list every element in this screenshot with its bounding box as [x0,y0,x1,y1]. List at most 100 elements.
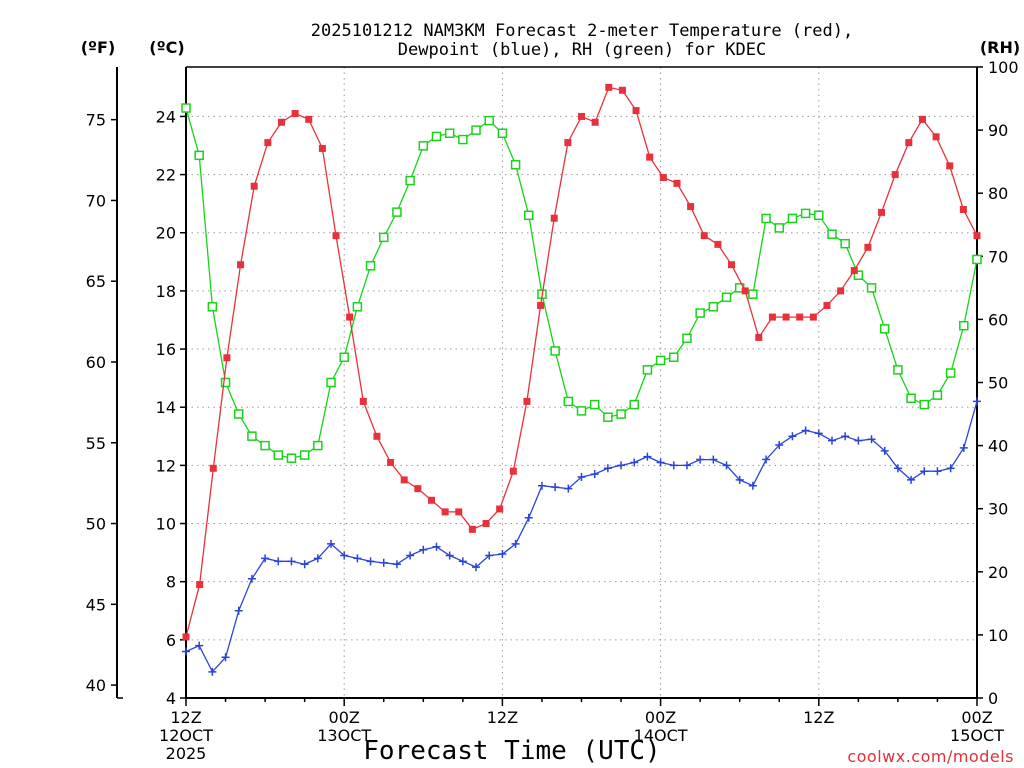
celsius-tick-label: 22 [156,166,176,185]
dewpoint-point [630,458,639,467]
temperature-point [509,467,517,475]
dewpoint-point [762,455,771,464]
dewpoint-point [577,473,586,482]
rh-tick-label: 0 [988,689,998,708]
temperature-point [237,261,245,269]
temperature-point [714,240,722,248]
celsius-tick-label: 6 [166,631,176,650]
dewpoint-point [340,551,349,560]
dewpoint-point [247,574,256,583]
rh-point [339,352,349,363]
celsius-tick-label: 20 [156,224,176,243]
time-tick-label: 00Z [961,708,992,727]
dewpoint-point [696,455,705,464]
temperature-point [809,313,817,321]
rh-point [471,125,481,135]
temperature-point [182,633,190,641]
dewpoint-point [814,429,823,438]
dewpoint-point [366,557,375,566]
dewpoint-point [827,436,836,445]
rh-point [576,406,587,416]
rh-tick-label: 100 [988,58,1019,77]
dewpoint-point [406,551,415,560]
dewpoint-point [603,464,612,473]
temperature-point [946,162,954,170]
fahrenheit-tick-label: 75 [86,111,106,130]
dewpoint-point [590,470,599,479]
rh-point [655,355,666,366]
dewpoint-point [419,545,428,554]
dewpoint-point [485,551,494,560]
temperature-point [373,432,381,440]
rh-tick-label: 10 [988,626,1008,645]
time-tick-year-label: 2025 [166,744,207,763]
dewpoint-point [933,467,942,476]
dewpoint-point [709,455,718,464]
dewpoint-point [735,475,744,484]
temperature-point [468,525,476,533]
dewpoint-point [959,443,968,452]
rh-point [761,213,771,224]
rh-point [444,128,455,139]
dewpoint-series [182,397,981,676]
rh-point [365,261,376,271]
dewpoint-point [458,557,467,566]
rh-point [708,302,719,312]
dewpoint-point [867,435,876,444]
rh-point [959,320,969,331]
rh-point [484,115,494,126]
dewpoint-point [537,481,546,490]
chart-title-line1: 2025101212 NAM3KM Forecast 2-meter Tempe… [311,21,853,41]
temperature-point [291,110,299,118]
temperature-point [932,133,940,141]
rh-tick-label: 70 [988,247,1008,266]
temperature-point [905,139,913,147]
temperature-point [659,173,667,181]
rh-point [814,210,824,221]
dewpoint-point [682,461,691,470]
temperature-point [455,508,463,516]
dewpoint-point [353,554,362,563]
temperature-point [632,107,640,115]
dewpoint-point [617,461,626,470]
dewpoint-point [524,513,533,522]
rh-tick-label: 90 [988,121,1008,140]
rh-point [695,308,705,318]
rh-point [194,150,204,161]
temperature-point [741,287,749,295]
temperature-point [850,267,858,275]
rh-point [299,450,310,460]
rh-point [748,289,758,299]
temperature-point [673,179,681,187]
dewpoint-point [656,458,665,467]
rh-point [774,223,784,233]
dewpoint-point [261,554,270,563]
rh-point [787,213,798,224]
rh-tick-label: 60 [988,310,1008,329]
temperature-point [387,458,395,466]
temperature-point [823,301,831,309]
rh-point [906,393,916,404]
rh-point [458,134,468,145]
celsius-tick-label: 18 [156,282,176,301]
rh-point [682,333,692,344]
temperature-point [223,354,231,362]
rh-point [313,440,323,451]
time-tick-label: 12Z [170,708,201,727]
fahrenheit-tick-label: 40 [86,676,106,695]
rh-point [247,431,257,441]
rh-point [866,283,877,293]
celsius-tick-label: 8 [166,573,176,592]
rh-point [524,210,534,221]
rh-point [642,365,653,375]
temperature-point [728,261,736,269]
rh-point [181,103,191,113]
dewpoint-point [788,432,797,441]
rh-point [352,302,363,312]
temperature-point [400,476,408,484]
dewpoint-point [669,461,678,470]
dewpoint-point [287,557,296,566]
rh-point [972,254,982,265]
temperature-point [687,203,695,211]
